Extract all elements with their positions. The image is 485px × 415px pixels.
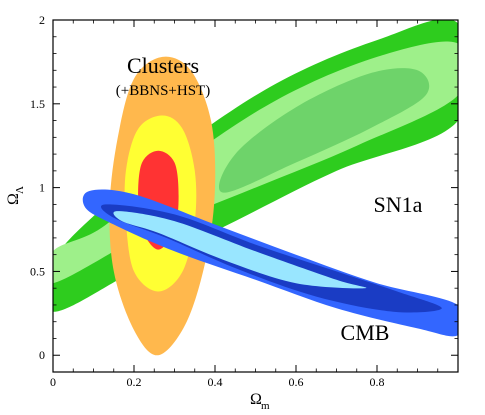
y-tick-label: 1.5 bbox=[30, 97, 45, 111]
y-tick-label: 1 bbox=[39, 181, 45, 195]
x-tick-label: 0.6 bbox=[289, 375, 304, 389]
y-tick-label: 2 bbox=[39, 13, 45, 27]
y-axis-label-sub: Λ bbox=[14, 186, 26, 194]
x-tick-label: 0.8 bbox=[370, 375, 385, 389]
contours-layer bbox=[53, 20, 458, 356]
ticks-layer: 0 0.2 0.4 0.6 0.8 0 0.5 1 1.5 2 bbox=[30, 13, 458, 389]
x-axis-label-sub: m bbox=[261, 400, 270, 412]
sn1a-label: SN1a bbox=[374, 192, 423, 217]
y-tick-label: 0.5 bbox=[30, 264, 45, 278]
clusters-sub-label: (+BBNS+HST) bbox=[116, 83, 210, 99]
annotations: Clusters (+BBNS+HST) SN1a CMB bbox=[116, 53, 423, 345]
sn1a-contour-3 bbox=[218, 68, 430, 193]
clusters-label: Clusters bbox=[127, 53, 199, 78]
cmb-contour-group bbox=[82, 189, 458, 337]
x-tick-label: 0.2 bbox=[127, 375, 142, 389]
cmb-contour-3 bbox=[113, 211, 367, 289]
plot-area: 0 0.2 0.4 0.6 0.8 0 0.5 1 1.5 2 bbox=[30, 13, 459, 389]
x-tick-label: 0.4 bbox=[208, 375, 223, 389]
y-tick-label: 0 bbox=[39, 348, 45, 362]
x-axis-label: Ω bbox=[250, 391, 262, 408]
y-axis-title: Ω Λ bbox=[5, 186, 26, 205]
y-axis-label: Ω bbox=[5, 193, 22, 205]
x-tick-label: 0 bbox=[50, 375, 56, 389]
cmb-label: CMB bbox=[341, 320, 390, 345]
x-axis-title: Ω m bbox=[250, 391, 270, 412]
